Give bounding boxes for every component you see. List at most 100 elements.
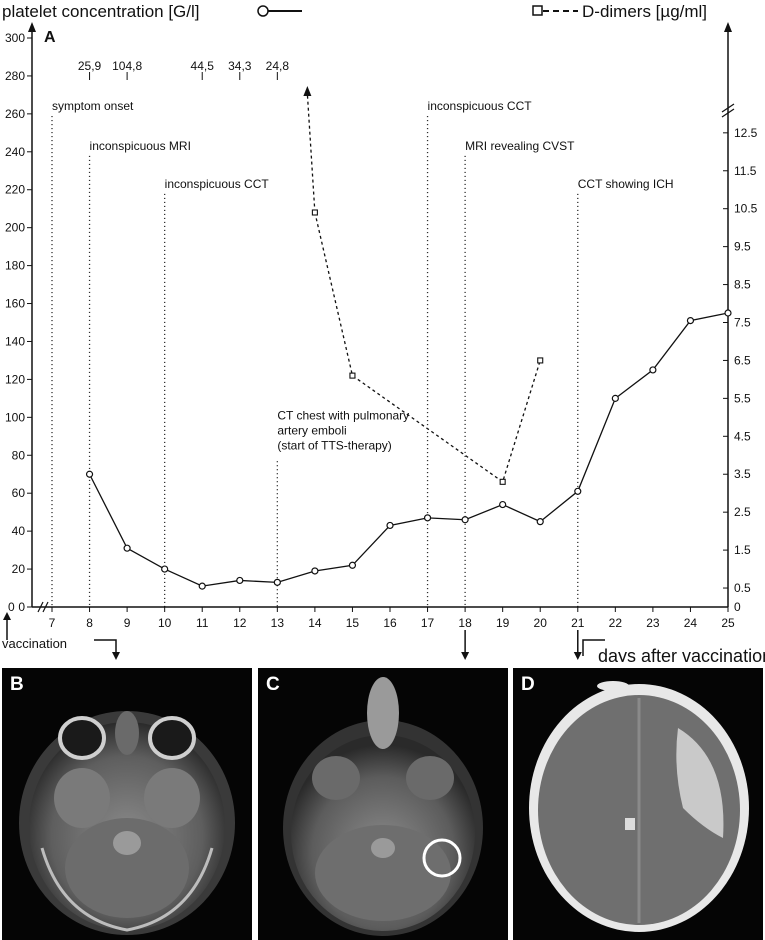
y-left-tick-label: 100 [5,410,25,424]
image-arrow-head [573,652,582,660]
y-left-tick-label: 60 [12,486,26,500]
x-tick-label: 12 [233,616,247,630]
x-tick-label: 8 [86,616,93,630]
panel-label-d: D [521,674,535,695]
y-right-tick-label: 11.5 [734,164,757,178]
days-label-pointer [582,639,605,656]
platelet-data-point [348,561,357,569]
x-origin-label: 0 [8,600,15,614]
x-tick-label: 10 [158,616,172,630]
platelet-data-point [724,309,732,317]
y-left-tick-label: 120 [5,372,25,386]
legend-marker-square [532,5,543,16]
platelet-data-point [574,487,582,495]
y-right-tick-label: 5.5 [734,391,751,405]
off-scale-value-label: 104,8 [112,59,142,73]
y-right-tick-label: 4.5 [734,429,751,443]
platelet-data-point [386,521,394,530]
vaccination-pointer-head [112,652,120,660]
event-label: symptom onset [52,99,134,113]
vaccination-arrowhead [3,612,11,620]
off-scale-value-label: 25,9 [78,59,102,73]
mri-panel-c: C [258,668,508,940]
y-left-tick-label: 300 [5,31,25,45]
platelet-data-point [161,565,169,573]
y-right-tick-label: 10.5 [734,202,758,216]
platelet-data-point [686,317,695,325]
ct-panel-d: D [513,668,763,940]
x-tick-label: 11 [196,616,209,630]
y-left-tick-label: 180 [5,259,25,273]
vaccination-pointer [94,639,117,656]
event-label: inconspicuous CCT [165,177,270,191]
y-right-axis-title: D-dimers [µg/ml] [582,2,707,21]
y-left-tick-label: 0 [18,600,25,614]
y-left-tick-label: 140 [5,334,25,348]
d-dimer-data-point [537,357,544,364]
y-right-tick-label: 0.5 [734,581,751,595]
y-right-tick-label: 6.5 [734,353,751,367]
event-label: artery emboli [277,423,346,437]
x-tick-label: 23 [646,616,660,630]
mri-panel-b: B [2,668,252,940]
event-label: (start of TTS-therapy) [277,438,391,452]
chart: platelet concentration [G/l] D-dimers [µg… [2,2,765,662]
x-tick-label: 7 [49,616,56,630]
y-left-tick-label: 240 [5,145,25,159]
platelet-data-point [123,544,131,552]
image-arrow-head [461,652,470,660]
y-left-axis-title: platelet concentration [G/l] [2,2,200,21]
y-left-tick-label: 40 [12,524,26,538]
platelet-data-point [536,518,544,526]
panel-label-c: C [266,674,280,695]
x-axis-title: days after vaccination [d] [598,646,765,662]
d-dimer-data-point [349,372,356,379]
y-left-tick-label: 160 [5,297,25,311]
y-right-tick-label: 1.5 [734,543,751,557]
legend-marker-circle [257,5,269,17]
x-tick-label: 17 [421,616,435,630]
x-tick-label: 20 [534,616,548,630]
y-right-tick-label: 12.5 [734,126,758,140]
x-axis-break [37,601,44,613]
x-tick-label: 24 [684,616,698,630]
axial-ct-image-d [529,681,749,932]
event-label: inconspicuous MRI [90,139,191,153]
x-tick-label: 25 [721,616,735,630]
x-axis-break [42,601,49,613]
off-scale-value-label: 34,3 [228,59,252,73]
d-dimer-off-scale-line [306,93,316,213]
platelet-data-point [461,516,469,524]
d-dimer-off-scale-arrowhead [303,86,312,96]
platelet-data-point [198,582,206,590]
axial-mri-image-b [19,711,235,935]
y-left-tick-label: 260 [5,107,25,121]
y-left-tick-label: 20 [12,562,26,576]
panel-label-a: A [44,29,56,46]
d-dimer-data-point [499,478,506,485]
platelet-data-point [499,500,507,509]
y-left-tick-label: 280 [5,69,25,83]
platelet-data-point [85,470,94,478]
platelet-data-point [423,514,432,522]
y-left-tick-label: 80 [12,448,26,462]
lesion-circle-marker [422,838,462,878]
platelet-data-point [236,576,244,585]
vaccination-label: vaccination [2,636,67,651]
x-tick-label: 9 [124,616,131,630]
event-label: inconspicuous CCT [428,99,533,113]
off-scale-value-label: 24,8 [266,59,290,73]
platelet-data-point [649,366,657,374]
x-tick-label: 15 [346,616,360,630]
y-left-axis-arrowhead [28,22,36,32]
y-right-tick-label: 7.5 [734,316,751,330]
y-right-tick-label: 0 [734,600,741,614]
y-left-tick-label: 200 [5,221,25,235]
event-label: CCT showing ICH [578,177,674,191]
event-label: CT chest with pulmonary [277,408,409,422]
off-scale-value-label: 44,5 [191,59,215,73]
y-right-axis-break [721,108,735,118]
x-tick-label: 16 [383,616,397,630]
x-tick-label: 22 [609,616,623,630]
x-tick-label: 19 [496,616,510,630]
